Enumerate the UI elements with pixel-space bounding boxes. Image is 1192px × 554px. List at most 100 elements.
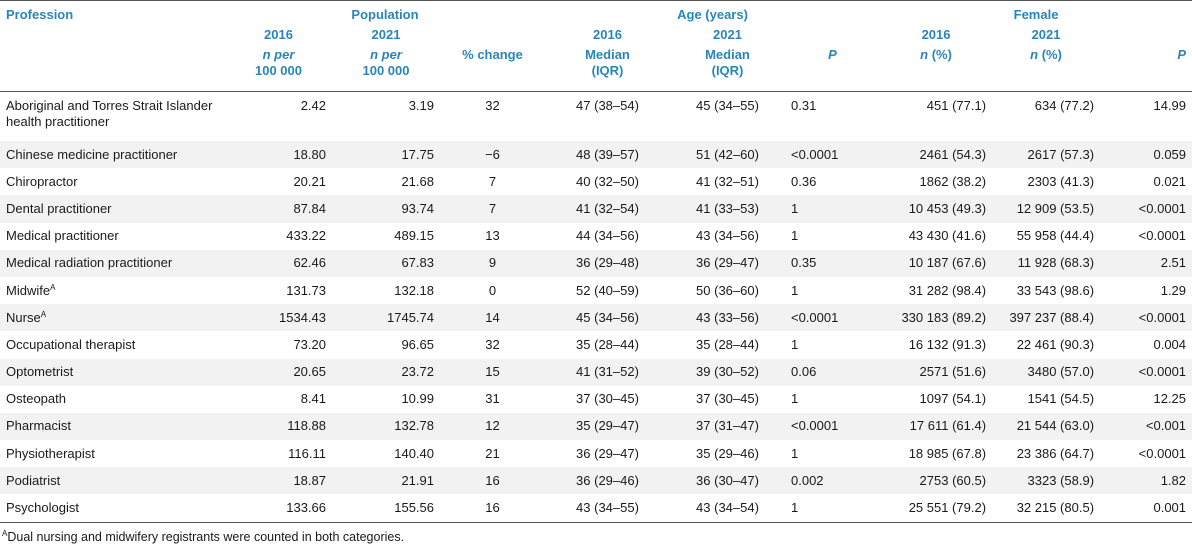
cell-age2016: 36 (29–48) [545,249,670,277]
profession-name: Aboriginal and Torres Strait Islander he… [6,98,213,129]
cell-age2016: 41 (32–54) [545,195,670,223]
cell-f-p: 0.001 [1100,494,1192,523]
cell-f2016: 16 132 (91.3) [908,336,987,352]
cell-profession: Medical radiation practitioner [0,249,225,277]
cell-f2016: 2461 (54.3) [880,141,993,169]
cell-f2021: 2303 (41.3) [1027,173,1095,189]
cell-f2021: 3323 (58.9) [992,467,1101,495]
cell-f2016: 2753 (60.5) [880,467,993,495]
cell-age2016: 48 (39–57) [545,141,670,169]
cell-f2021: 21 544 (63.0) [992,412,1101,441]
cell-pop2016: 62.46 [225,249,332,277]
cell-change: 7 [440,195,545,223]
cell-f-p: 0.004 [1153,336,1187,352]
cell-pop2016: 131.73 [286,282,326,298]
cell-f-p: 0.059 [1100,141,1192,169]
header-female-2021: 2021 [1031,27,1061,42]
cell-f2016: 43 430 (41.6) [908,228,987,244]
cell-pop2021: 93.74 [332,195,440,223]
cell-age2021: 51 (42–60) [670,141,785,169]
cell-pop2016: 20.21 [293,173,326,189]
cell-profession: Osteopath [0,386,225,413]
cell-age2021: 36 (29–47) [670,249,785,277]
cell-pop2021: 132.78 [332,412,440,441]
cell-f2021: 634 (77.2) [1034,98,1095,113]
cell-f2016: 2571 (51.6) [880,358,993,386]
cell-f-p: 14.99 [1153,98,1187,113]
table-header: Profession Population Age (years) Female… [0,0,1192,92]
cell-change: 13 [485,228,500,244]
profession-name: Dental practitioner [6,200,112,216]
cell-f-p: <0.0001 [1100,304,1192,332]
cell-age-p: 1 [791,391,799,407]
cell-age2021: 41 (32–51) [696,173,759,189]
table-row: Optometrist 20.65 23.72 15 41 (31–52) 39 (30–… [0,358,1192,386]
cell-age-p: <0.0001 [785,304,881,332]
cell-f-p: <0.001 [1100,412,1192,441]
cell-f2021: 3480 (57.0) [992,358,1101,386]
cell-f2021: 23 386 (64.7) [1016,445,1095,461]
cell-f2016: 451 (77.1) [926,98,987,113]
cell-change: 15 [440,358,545,386]
cell-f2016: 31 282 (98.4) [908,282,987,298]
cell-pop2021: 1745.74 [332,304,440,332]
cell-f2021: 33 543 (98.6) [1016,282,1095,298]
cell-change: 21 [485,445,500,461]
cell-age-p: 0.06 [785,358,881,386]
table-row: Medical radiation practitioner 62.46 67.83… [0,249,1192,277]
cell-change: 14 [440,304,545,332]
cell-age2021: 39 (30–52) [670,358,785,386]
cell-profession: Chiropractor [0,168,225,195]
cell-pop2021: 155.56 [332,494,440,523]
cell-pop2021: 17.75 [332,141,440,169]
cell-pop2021: 96.65 [401,336,434,352]
table-row: Dental practitioner 87.84 93.74 7 41 (32–54)… [0,195,1192,223]
cell-pop2016: 73.20 [293,336,326,352]
cell-change: 32 [485,336,500,352]
cell-f2016: 17 611 (61.4) [880,412,993,441]
cell-profession: Occupational therapist [0,331,225,358]
profession-name: Occupational therapist [6,336,136,352]
cell-pop2021: 21.68 [401,173,434,189]
cell-pop2016: 18.87 [225,467,332,495]
cell-f2021: 1541 (54.5) [1027,391,1095,407]
cell-age-p: 0.002 [785,467,881,495]
cell-age2021: 43 (33–56) [670,304,785,332]
header-female: Female [1013,7,1059,22]
cell-f-p: 0.021 [1153,173,1187,189]
cell-age-p: 1 [791,282,799,298]
cell-age-p: 0.36 [791,173,817,189]
table-row: Pharmacist 118.88 132.78 12 35 (29–47) 37 (31… [0,412,1192,441]
cell-f-p: <0.0001 [1138,228,1187,244]
cell-profession: Pharmacist [0,412,225,441]
cell-age-p: <0.0001 [785,412,881,441]
cell-profession: NurseA [0,304,225,332]
cell-change: 16 [440,467,545,495]
header-median-2021: Median (IQR) [670,47,785,92]
header-pct-change: % change [440,47,545,92]
cell-age-p: 0.35 [785,249,881,277]
cell-pop2021: 489.15 [394,228,434,244]
table-row: Chinese medicine practitioner 18.80 17.75−… [0,141,1192,169]
cell-pop2016: 18.80 [225,141,332,169]
profession-name: Psychologist [6,500,79,516]
header-age: Age (years) [677,7,748,22]
profession-name: Pharmacist [6,418,72,434]
cell-pop2016: 133.66 [225,494,332,523]
cell-change: 0 [488,282,497,298]
cell-pop2021: 10.99 [401,391,434,407]
cell-profession: Psychologist [0,494,225,523]
profession-name: Chiropractor [6,173,78,189]
cell-profession: Physiotherapist [0,440,225,467]
cell-age2016: 47 (38–54) [576,98,639,113]
cell-pop2021: 132.18 [394,282,434,298]
header-pop-2016: 2016 [264,27,293,42]
cell-pop2021: 67.83 [332,249,440,277]
header-n-pct-2016: n (%) [880,47,993,92]
profession-name: Optometrist [6,364,74,380]
cell-profession: Chinese medicine practitioner [0,141,225,169]
cell-age2021: 35 (29–46) [696,445,759,461]
header-n-per-2016: n per 100 000 [225,47,332,92]
cell-age-p: 1 [791,445,799,461]
cell-age2021: 37 (30–45) [696,391,759,407]
